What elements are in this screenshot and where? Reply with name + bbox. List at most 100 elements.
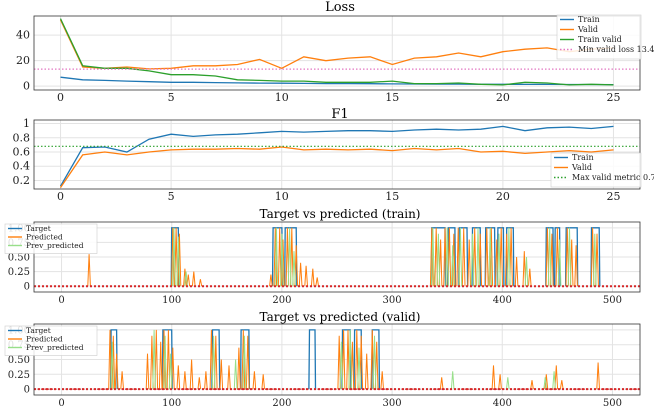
prediction-spike (337, 335, 341, 390)
prediction-spike (152, 329, 156, 390)
prediction-spike (544, 374, 549, 390)
prediction-spike (530, 380, 534, 390)
x-tick-label: 20 (496, 91, 510, 104)
x-tick-label: 5 (168, 190, 175, 203)
prediction-spike (467, 239, 471, 287)
prediction-spike (171, 347, 175, 390)
series-valid (59, 19, 614, 70)
prediction-spike (269, 274, 273, 287)
prediction-spike (163, 335, 167, 390)
y-tick-label: 0.8 (13, 131, 31, 144)
prediction-spike (211, 335, 216, 390)
legend-label: Predicted (26, 335, 63, 344)
prediction-spike (488, 227, 492, 287)
prediction-spike (172, 227, 176, 287)
series-prev-predicted (110, 329, 556, 390)
prediction-spike (506, 377, 510, 390)
prediction-spike (491, 365, 496, 390)
grid (34, 324, 640, 395)
train-target-vs-predicted-panel: Target vs predicted (train) 0 100 200 300 40… (4, 207, 641, 306)
prediction-spike (168, 353, 173, 390)
x-tick-label: 500 (603, 398, 622, 409)
y-tick-label: 0.4 (13, 160, 31, 173)
prediction-spike (87, 254, 91, 287)
prediction-spike (543, 377, 548, 390)
prediction-spike (380, 371, 384, 390)
legend-label: Valid (571, 163, 592, 172)
y-tick-label: 20 (16, 54, 30, 67)
y-tick-label: 0.2 (13, 174, 31, 187)
prediction-spike (219, 359, 224, 390)
plot-frame (33, 221, 641, 293)
prediction-spike (364, 353, 369, 390)
x-tick-label: 25 (606, 91, 620, 104)
prediction-spike (245, 335, 250, 390)
prediction-spike (567, 227, 572, 287)
prediction-spike (261, 374, 265, 390)
x-tick-label: 0 (58, 398, 64, 409)
prediction-spike (242, 335, 247, 390)
prediction-spike (111, 335, 116, 390)
series-valid (59, 146, 614, 188)
grid (34, 16, 640, 90)
prediction-spike (357, 347, 361, 390)
prediction-spike (298, 262, 303, 287)
legend-label: Max valid metric 0.71 (572, 173, 654, 182)
prediction-spike (339, 341, 344, 390)
prediction-spike (341, 329, 346, 390)
x-tick-label: 10 (275, 91, 289, 104)
prediction-spike (470, 233, 475, 287)
series-train (60, 76, 614, 86)
x-tick-label: 20 (496, 190, 510, 203)
x-tick-label: 200 (272, 295, 291, 306)
prediction-spike (593, 233, 597, 287)
prediction-spike (497, 233, 501, 287)
x-tick-label: 100 (162, 398, 181, 409)
prediction-spike (429, 227, 434, 287)
prediction-spike (158, 341, 163, 390)
x-tick-label: 15 (385, 190, 399, 203)
prediction-spike (252, 371, 257, 390)
legend-box (556, 14, 642, 60)
prediction-spike (145, 353, 150, 390)
x-tick-label: 0 (57, 190, 64, 203)
prediction-spike (204, 371, 208, 390)
prediction-spike (292, 251, 296, 287)
prediction-spike (162, 329, 166, 390)
x-tick-label: 25 (606, 190, 620, 203)
prediction-spike (461, 227, 466, 287)
legend-label: Target (26, 224, 51, 233)
prediction-spike (514, 256, 519, 287)
y-tick-label: 0 (24, 385, 30, 396)
prediction-spike (191, 271, 196, 287)
target-pulse (308, 329, 317, 390)
x-tick-label: 500 (603, 295, 622, 306)
series-line (59, 146, 614, 188)
prediction-spike (372, 335, 377, 390)
prediction-spike (528, 268, 532, 287)
legend-label: Valid (577, 25, 598, 34)
prediction-spike (281, 239, 285, 287)
x-tick-label: 10 (275, 190, 289, 203)
prediction-spike (310, 268, 315, 287)
prediction-spike (304, 265, 308, 287)
plot-frame (33, 15, 641, 91)
prediction-spike (348, 329, 352, 390)
prediction-spike (522, 251, 527, 287)
prediction-spike (507, 227, 511, 287)
prediction-spike (209, 329, 214, 390)
prediction-spike (227, 365, 231, 390)
target-pulse (239, 329, 251, 390)
prediction-spike (110, 341, 115, 390)
y-tick-label: 0.6 (13, 146, 31, 159)
x-tick-label: 5 (168, 91, 175, 104)
prediction-spike (171, 227, 175, 287)
prediction-spike (184, 271, 188, 287)
legend-label: Target (26, 326, 51, 335)
prediction-spike (557, 239, 562, 287)
legend-label: Train (578, 15, 600, 24)
